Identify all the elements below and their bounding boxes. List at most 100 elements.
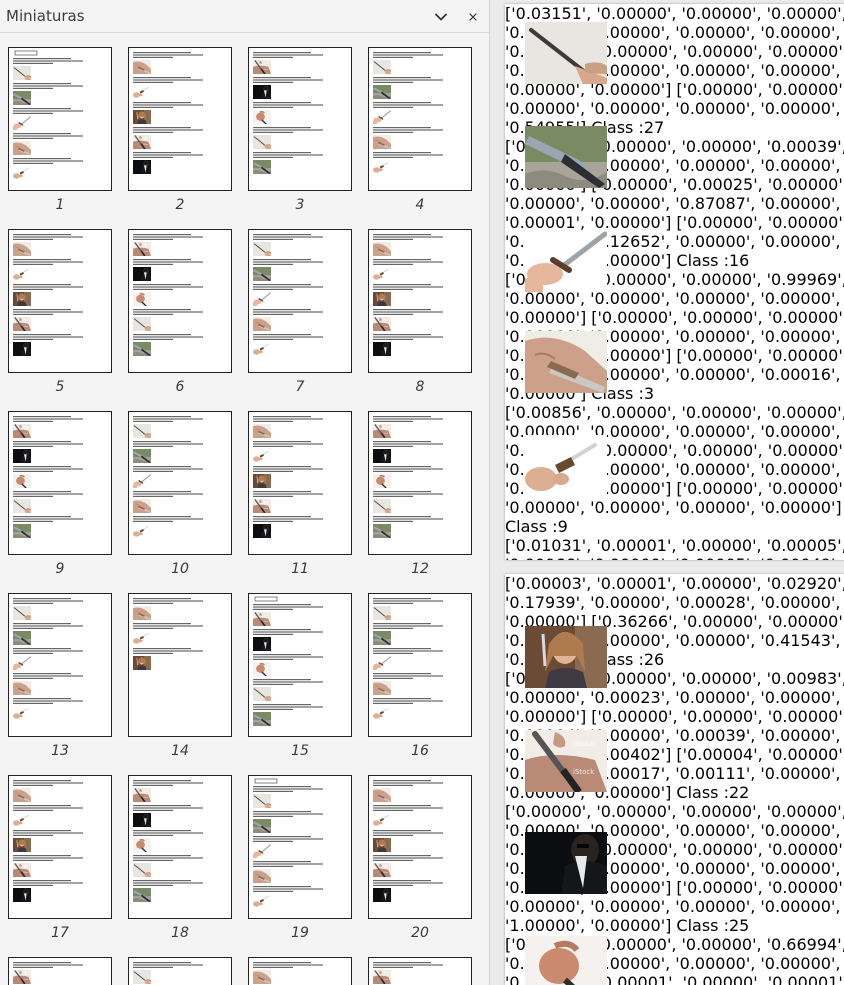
result-entry bbox=[525, 626, 844, 688]
prediction-values: ['0.01031', '0.00001', '0.00000', '0.000… bbox=[505, 536, 844, 560]
thumbnail-page-number: 8 bbox=[415, 379, 425, 395]
page-thumbnail[interactable]: iStock iStock 11 bbox=[248, 411, 352, 587]
thumbnail-page-number: 9 bbox=[55, 561, 65, 577]
result-entry bbox=[525, 331, 844, 393]
thumbnail-page-number: 7 bbox=[295, 379, 305, 395]
knife-stock-photo: iStock iStock bbox=[525, 730, 607, 792]
thumbnail-page-preview[interactable] bbox=[128, 957, 232, 985]
thumbnail-page-preview[interactable] bbox=[248, 229, 352, 373]
thumbnail-page-number: 13 bbox=[51, 743, 69, 759]
svg-text:iStock: iStock bbox=[573, 768, 595, 776]
page-thumbnail[interactable]: 10 bbox=[128, 411, 232, 587]
result-entry bbox=[525, 435, 844, 497]
folding-knife-on-rock-photo bbox=[525, 126, 607, 188]
thumbnail-page-number: 16 bbox=[411, 743, 429, 759]
thumbnail-page-number: 20 bbox=[411, 925, 429, 941]
page-thumbnail[interactable]: iStock iStock 9 bbox=[8, 411, 112, 587]
thumbnail-page-preview[interactable] bbox=[128, 411, 232, 555]
document-page: ['0.03151', '0.00000', '0.00000', '0.000… bbox=[505, 4, 844, 560]
sidebar-title: Miniaturas bbox=[6, 7, 85, 25]
thumbnail-page-number: 3 bbox=[295, 197, 305, 213]
thumbnail-page-number: 2 bbox=[175, 197, 185, 213]
thumbnail-page-number: 17 bbox=[51, 925, 69, 941]
close-icon[interactable] bbox=[464, 8, 482, 26]
thumbnail-page-number: 15 bbox=[291, 743, 309, 759]
thumbnail-grid: 1 iStock iStock 2 iStock iStock 3 4 iStock iStock… bbox=[0, 34, 489, 985]
thumbnails-sidebar: Miniaturas 1 iStock iStock 2 iStock iStock 3 4 i… bbox=[0, 0, 490, 985]
thumbnail-page-number: 19 bbox=[291, 925, 309, 941]
svg-text:iStock: iStock bbox=[573, 740, 595, 748]
document-view[interactable]: ['0.03151', '0.00000', '0.00000', '0.000… bbox=[491, 0, 844, 985]
page-thumbnail[interactable]: 16 bbox=[368, 593, 472, 769]
fingers-holding-small-knife-photo bbox=[525, 435, 607, 497]
page-thumbnail[interactable]: iStock iStock 3 bbox=[248, 47, 352, 223]
page-thumbnail[interactable]: iStock iStock 2 bbox=[128, 47, 232, 223]
chevron-down-icon[interactable] bbox=[432, 8, 450, 26]
man-with-knife-dark-photo bbox=[525, 832, 607, 894]
thumbnail-page-number: 12 bbox=[411, 561, 429, 577]
woman-holding-knife-photo bbox=[525, 626, 607, 688]
page-thumbnail[interactable]: 14 bbox=[128, 593, 232, 769]
hand-holding-knife-photo bbox=[525, 230, 607, 292]
page-thumbnail[interactable]: iStock iStock 6 bbox=[128, 229, 232, 405]
thumbnail-page-preview[interactable] bbox=[248, 775, 352, 919]
hand-with-pocket-knife-photo bbox=[525, 331, 607, 393]
thumbnail-page-number: 1 bbox=[55, 197, 65, 213]
fist-holding-knife-photo bbox=[525, 936, 607, 985]
thumbnail-page-preview[interactable] bbox=[8, 593, 112, 737]
thumbnail-page-preview[interactable] bbox=[128, 593, 232, 737]
page-thumbnail[interactable]: iStock iStock 12 bbox=[368, 411, 472, 587]
page-thumbnail[interactable]: 19 bbox=[248, 775, 352, 951]
thumbnail-page-preview[interactable] bbox=[368, 593, 472, 737]
page-thumbnail[interactable]: iStock iStock 15 bbox=[248, 593, 352, 769]
document-page: ['0.00003', '0.00001', '0.00000', '0.029… bbox=[505, 574, 844, 985]
sidebar-header: Miniaturas bbox=[0, 0, 489, 33]
page-thumbnail[interactable]: 1 bbox=[8, 47, 112, 223]
prediction-values: ['0.03151', '0.00000', '0.00000', '0.000… bbox=[505, 4, 844, 137]
knife-in-hand-photo bbox=[525, 22, 607, 84]
thumbnail-page-number: 10 bbox=[171, 561, 189, 577]
page-thumbnail[interactable]: 13 bbox=[8, 593, 112, 769]
thumbnail-page-number: 18 bbox=[171, 925, 189, 941]
page-thumbnail[interactable]: iStock iStock 5 bbox=[8, 229, 112, 405]
result-entry bbox=[525, 936, 844, 985]
page-thumbnail[interactable]: iStock iStock 20 bbox=[368, 775, 472, 951]
result-entry bbox=[525, 832, 844, 894]
thumbnail-page-preview[interactable] bbox=[368, 47, 472, 191]
thumbnail-page-number: 14 bbox=[171, 743, 189, 759]
thumbnail-page-number: 5 bbox=[55, 379, 65, 395]
result-entry bbox=[525, 230, 844, 292]
page-thumbnail[interactable]: iStock iStock 17 bbox=[8, 775, 112, 951]
result-entry bbox=[525, 126, 844, 188]
thumbnail-page-number: 4 bbox=[415, 197, 425, 213]
thumbnail-page-number: 6 bbox=[175, 379, 185, 395]
page-thumbnail[interactable]: iStock iStock 8 bbox=[368, 229, 472, 405]
thumbnail-page-preview[interactable] bbox=[8, 47, 112, 191]
result-entry: iStock iStock bbox=[525, 730, 844, 792]
page-thumbnail[interactable]: 4 bbox=[368, 47, 472, 223]
page-thumbnail[interactable]: iStock iStock 18 bbox=[128, 775, 232, 951]
page-thumbnail[interactable] bbox=[128, 957, 232, 985]
thumbnail-page-number: 11 bbox=[291, 561, 309, 577]
result-entry bbox=[525, 22, 844, 84]
page-thumbnail[interactable]: 7 bbox=[248, 229, 352, 405]
